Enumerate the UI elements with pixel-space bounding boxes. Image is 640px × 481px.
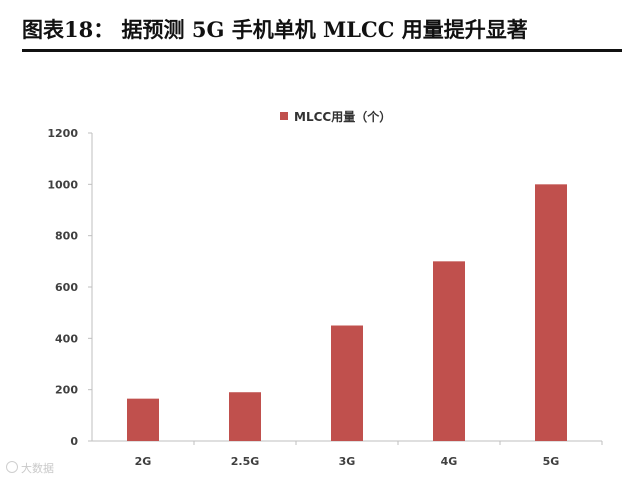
y-tick-label: 200 — [55, 384, 78, 397]
y-tick-label: 1000 — [47, 178, 78, 191]
x-tick-label: 2G — [135, 455, 152, 468]
bar-3g — [331, 325, 363, 441]
bar-4g — [433, 261, 465, 441]
x-tick-label: 2.5G — [231, 455, 260, 468]
x-tick-label: 4G — [441, 455, 458, 468]
y-tick-label: 600 — [55, 281, 78, 294]
watermark-text: 大数据 — [21, 462, 54, 475]
legend-swatch — [280, 112, 288, 120]
legend-label: MLCC用量（个） — [294, 110, 392, 124]
bar-2-5g — [229, 392, 261, 441]
logo-icon — [6, 461, 18, 473]
legend: MLCC用量（个） — [280, 108, 391, 125]
y-tick-label: 400 — [55, 332, 78, 345]
x-tick-label: 3G — [339, 455, 356, 468]
x-tick-label: 5G — [543, 455, 560, 468]
bar-5g — [535, 184, 567, 442]
y-axis: 0 200 400 600 800 1000 1200 — [47, 127, 93, 448]
bars — [127, 184, 567, 442]
y-tick-label: 800 — [55, 230, 78, 243]
x-axis: 2G 2.5G 3G 4G 5G — [92, 440, 603, 468]
bar-2g — [127, 398, 159, 441]
y-tick-label: 1200 — [47, 127, 78, 140]
title-underline — [22, 49, 622, 52]
watermark: 大数据 — [6, 460, 54, 476]
figure-title: 图表18： 据预测 5G 手机单机 MLCC 用量提升显著 — [22, 17, 528, 42]
y-tick-label: 0 — [70, 435, 78, 448]
